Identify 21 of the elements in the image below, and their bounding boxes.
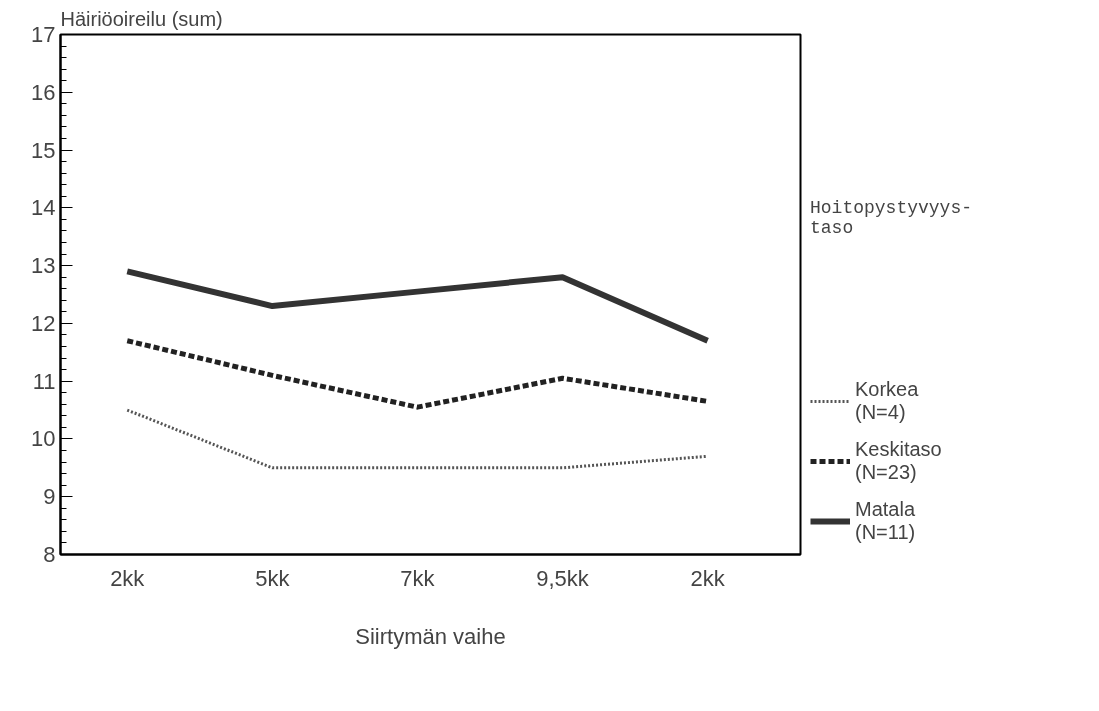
legend-label: Keskitaso (N=23): [855, 438, 942, 484]
y-tick-label: 8: [43, 542, 56, 567]
legend-title: Hoitopystyvyys- taso: [810, 198, 973, 238]
y-tick-label: 17: [31, 22, 56, 47]
legend-label: Matala (N=11): [855, 498, 916, 544]
legend-label: Korkea (N=4): [855, 378, 919, 424]
x-tick-label: 7kk: [400, 565, 436, 591]
y-tick-label: 9: [43, 484, 56, 510]
x-axis-title: Siirtymän vaihe: [355, 623, 506, 649]
x-tick-label: 5kk: [255, 565, 291, 591]
x-tick-label: 2kk: [110, 565, 146, 591]
y-tick-label: 11: [32, 368, 56, 394]
x-tick-label: 2kk: [690, 565, 726, 591]
y-axis-title: Häiriöoireilu (sum): [60, 7, 223, 30]
y-tick-label: 12: [31, 310, 56, 336]
y-tick-label: 15: [31, 137, 56, 163]
y-tick-label: 10: [31, 426, 56, 452]
x-tick-label: 9,5kk: [536, 565, 590, 591]
y-tick-label: 16: [31, 79, 56, 105]
y-tick-label: 14: [31, 195, 56, 221]
y-tick-label: 13: [31, 253, 56, 279]
